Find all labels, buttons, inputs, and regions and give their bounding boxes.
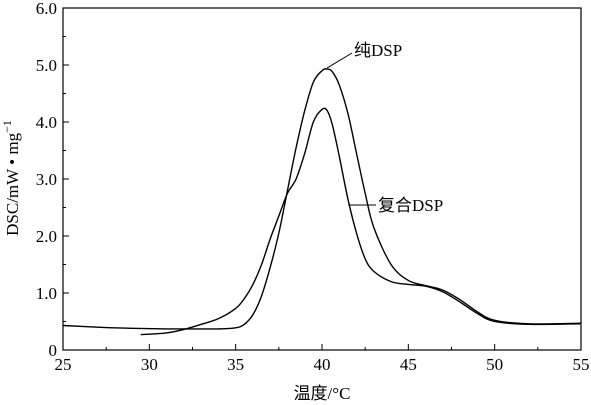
x-tick-label-5: 50 — [486, 355, 503, 374]
y-axis-title: DSC/mW • mg−1 — [0, 120, 22, 236]
x-tick-label-1: 30 — [141, 355, 158, 374]
x-tick-label-6: 55 — [573, 355, 590, 374]
x-tick-label-0: 25 — [55, 355, 72, 374]
x-axis-title: 温度/°C — [294, 384, 351, 403]
annotation-label-1: 复合DSP — [378, 196, 443, 215]
y-axis-title-main: DSC/mW • mg — [3, 132, 22, 235]
y-tick-label-5: 5.0 — [36, 56, 57, 75]
x-tick-label-4: 45 — [400, 355, 417, 374]
y-tick-label-6: 6.0 — [36, 0, 57, 18]
annotation-leader-0 — [326, 52, 353, 69]
series-line-0 — [62, 68, 582, 330]
y-tick-label-2: 2.0 — [36, 227, 57, 246]
x-tick-labels: 25 30 35 40 45 50 55 — [55, 355, 590, 374]
annotation-layer: 纯DSP 复合DSP — [326, 41, 443, 215]
y-tick-label-3: 3.0 — [36, 170, 57, 189]
annotation-label-0: 纯DSP — [354, 41, 402, 60]
y-tick-label-0: 0 — [49, 341, 58, 360]
y-tick-labels: 0 1.0 2.0 3.0 4.0 5.0 6.0 — [36, 0, 57, 360]
plot-frame — [62, 7, 582, 351]
y-tick-label-4: 4.0 — [36, 113, 57, 132]
series-layer — [62, 68, 582, 336]
series-line-1 — [140, 107, 582, 336]
x-tick-label-3: 40 — [314, 355, 331, 374]
tick-marks — [62, 7, 582, 351]
x-tick-label-2: 35 — [227, 355, 244, 374]
y-tick-label-1: 1.0 — [36, 284, 57, 303]
y-axis-title-superscript: −1 — [0, 120, 14, 133]
